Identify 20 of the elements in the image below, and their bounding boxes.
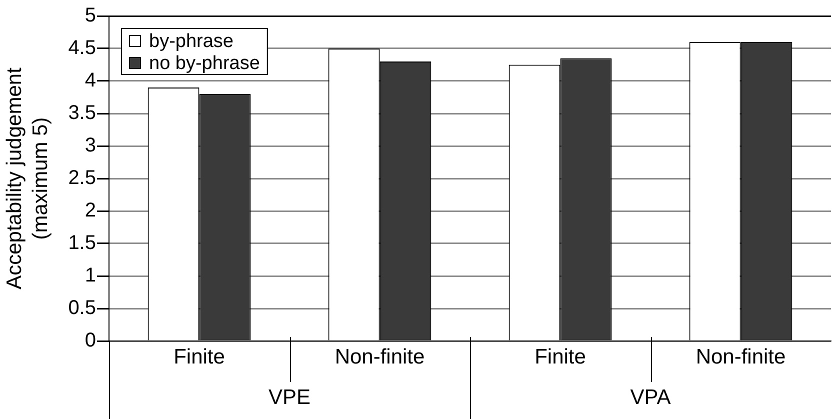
y-tick-label: 0 [84, 330, 96, 352]
x-tick-label: Finite [534, 345, 586, 368]
y-tick-label: 1.5 [68, 232, 96, 254]
y-axis-title: Acceptability judgement (maximum 5) [2, 67, 52, 290]
y-tick-label: 4.5 [68, 37, 96, 60]
y-tick-label: 5 [84, 4, 96, 27]
y-tick-label: 3 [84, 134, 96, 157]
x-tick-label: Non-finite [696, 345, 786, 368]
legend-label: no by-phrase [149, 53, 260, 74]
x-tick-label: Non-finite [334, 345, 425, 368]
y-tick-label: 0.5 [68, 297, 96, 320]
x-tick-label: Finite [174, 345, 225, 368]
text: VPA [630, 386, 671, 409]
text: VPE [268, 386, 311, 409]
y-tick-label: 2.5 [68, 167, 96, 190]
legend-label: by-phrase [149, 31, 234, 52]
y-tick-label: 2 [84, 200, 96, 222]
y-tick-label: 1 [84, 264, 96, 287]
y-tick-label: 3.5 [68, 102, 96, 124]
y-tick-label: 4 [84, 70, 96, 92]
